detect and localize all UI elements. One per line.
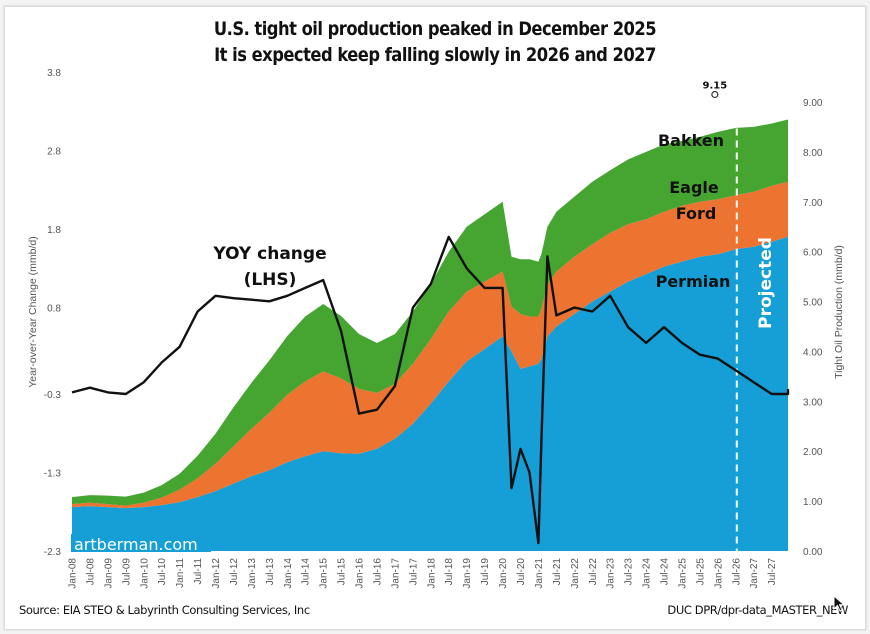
right-tick-label: 3.00 bbox=[803, 397, 823, 408]
left-tick-label: -2.3 bbox=[44, 547, 62, 558]
x-tick-label: Jul-21 bbox=[552, 558, 563, 586]
x-tick-label: Jan-21 bbox=[534, 558, 545, 589]
chart-title: U.S. tight oil production peaked in Dece… bbox=[61, 16, 809, 68]
peak-point bbox=[711, 90, 719, 99]
x-tick-label: Jul-16 bbox=[372, 558, 383, 586]
left-tick-label: 2.8 bbox=[47, 147, 61, 158]
area-permian bbox=[72, 229, 788, 551]
left-tick-label: 1.8 bbox=[47, 225, 61, 236]
watermark: artberman.com bbox=[74, 535, 198, 554]
right-tick-label: 6.00 bbox=[803, 248, 823, 259]
x-tick-label: Jul-25 bbox=[695, 558, 706, 586]
x-tick-label: Jul-24 bbox=[660, 558, 671, 586]
right-tick-label: 4.00 bbox=[803, 347, 823, 358]
right-tick-label: 9.00 bbox=[803, 98, 823, 109]
x-tick-label: Jul-08 bbox=[85, 558, 96, 586]
x-tick-label: Jan-15 bbox=[319, 558, 330, 589]
left-axis-title: Year-over-Year Change (mmb/d) bbox=[27, 236, 39, 388]
x-tick-label: Jul-26 bbox=[731, 558, 742, 586]
x-tick-label: Jan-19 bbox=[462, 558, 473, 589]
right-tick-label: 0.00 bbox=[803, 547, 823, 558]
bakken-label: Bakken bbox=[658, 131, 724, 150]
x-tick-label: Jan-24 bbox=[642, 558, 653, 589]
x-axis-ticks: Jan-08 Jul-08 Jan-09 Jul-09 Jan-10 Jul-10 Jan-… bbox=[68, 558, 779, 589]
left-tick-label: 0.8 bbox=[47, 304, 61, 315]
x-tick-label: Jan-27 bbox=[749, 558, 760, 589]
mouse-cursor-icon bbox=[833, 595, 846, 612]
source-note: Source: EIA STEO & Labyrinth Consulting … bbox=[19, 603, 310, 617]
x-tick-label: Jul-10 bbox=[157, 558, 168, 586]
right-tick-label: 5.00 bbox=[803, 298, 823, 309]
right-tick-label: 8.00 bbox=[803, 148, 823, 159]
x-tick-label: Jan-09 bbox=[103, 558, 114, 589]
right-tick-label: 1.00 bbox=[803, 497, 823, 508]
peak-label: 9.15 bbox=[703, 81, 728, 92]
left-tick-label: -1.3 bbox=[44, 468, 62, 479]
x-tick-label: Jan-18 bbox=[426, 558, 437, 589]
x-tick-label: Jan-16 bbox=[355, 558, 366, 589]
x-tick-label: Jan-26 bbox=[713, 558, 724, 589]
x-tick-label: Jul-23 bbox=[624, 558, 635, 586]
x-tick-label: Jul-14 bbox=[301, 558, 312, 586]
x-tick-label: Jan-17 bbox=[390, 558, 401, 589]
x-tick-label: Jul-20 bbox=[516, 558, 527, 586]
yoy-label-line2: (LHS) bbox=[244, 270, 297, 290]
x-tick-label: Jul-15 bbox=[337, 558, 348, 586]
right-tick-label: 2.00 bbox=[803, 447, 823, 458]
permian-label: Permian bbox=[656, 272, 731, 291]
x-tick-label: Jan-12 bbox=[211, 558, 222, 589]
right-tick-label: 7.00 bbox=[803, 198, 823, 209]
x-tick-label: Jan-08 bbox=[68, 558, 79, 589]
x-tick-label: Jul-19 bbox=[480, 558, 491, 586]
x-tick-label: Jan-23 bbox=[606, 558, 617, 589]
left-axis-ticks: 3.8 2.8 1.8 0.8 -0.3 -1.3 -2.3 bbox=[44, 68, 62, 558]
title-line-2: It is expected keep falling slowly in 20… bbox=[214, 44, 656, 66]
x-tick-label: Jul-11 bbox=[193, 558, 204, 585]
x-tick-label: Jul-12 bbox=[229, 558, 240, 586]
x-tick-label: Jan-14 bbox=[283, 558, 294, 589]
right-axis-title: Tight Oil Production (mmb/d) bbox=[833, 245, 845, 379]
x-tick-label: Jul-17 bbox=[408, 558, 419, 586]
x-tick-label: Jan-13 bbox=[247, 558, 258, 589]
x-tick-label: Jul-13 bbox=[265, 558, 276, 586]
left-tick-label: -0.3 bbox=[44, 390, 62, 401]
eagle-ford-label-2: Ford bbox=[676, 204, 717, 223]
x-tick-label: Jan-22 bbox=[570, 558, 581, 589]
stacked-areas bbox=[72, 113, 788, 551]
x-tick-label: Jul-22 bbox=[588, 558, 599, 586]
area-bakken bbox=[72, 113, 788, 506]
x-tick-label: Jan-20 bbox=[498, 558, 509, 589]
title-line-1: U.S. tight oil production peaked in Dece… bbox=[213, 18, 657, 40]
eagle-ford-label-1: Eagle bbox=[669, 178, 719, 197]
right-axis-ticks: 9.00 8.00 7.00 6.00 5.00 4.00 3.00 2.00 1.00 0.00 bbox=[803, 98, 823, 558]
area-eagle_ford bbox=[72, 175, 788, 509]
watermark-bg bbox=[71, 534, 211, 552]
peak-marker: 9.15 bbox=[703, 81, 728, 99]
yoy-label-line1: YOY change bbox=[212, 244, 326, 264]
projected-label: Projected bbox=[756, 237, 776, 329]
x-tick-label: Jul-18 bbox=[444, 558, 455, 586]
left-tick-label: 3.8 bbox=[47, 68, 61, 79]
x-tick-label: Jul-09 bbox=[121, 558, 132, 586]
file-reference: DUC DPR/dpr-data_MASTER_NEW bbox=[667, 603, 848, 617]
yoy-line bbox=[71, 235, 790, 545]
x-tick-label: Jul-27 bbox=[767, 558, 778, 586]
x-tick-label: Jan-11 bbox=[175, 558, 186, 588]
x-tick-label: Jan-10 bbox=[139, 558, 150, 589]
x-tick-label: Jan-25 bbox=[677, 558, 688, 589]
